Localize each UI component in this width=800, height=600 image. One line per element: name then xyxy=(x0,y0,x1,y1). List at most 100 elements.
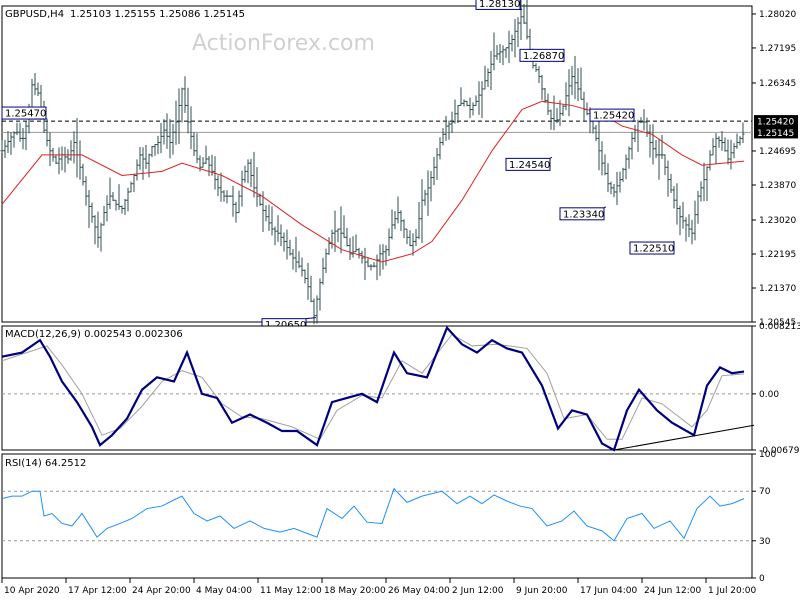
price-bar xyxy=(606,163,610,193)
price-bar xyxy=(729,139,733,170)
macd-tick-label: 0.00 xyxy=(759,390,779,400)
price-bar xyxy=(291,249,295,270)
price-bar xyxy=(465,100,469,107)
macd-panel: MACD(12,26,9) 0.002543 0.002306 0.008213… xyxy=(1,322,800,456)
price-bar xyxy=(366,257,370,268)
price-bar xyxy=(369,264,373,271)
price-bar xyxy=(522,3,526,24)
price-axis: 1.28020 1.27195 1.26345 1.24695 1.23870 1.230… xyxy=(752,10,796,328)
price-annotation: 1.23340 xyxy=(559,206,607,221)
price-bar xyxy=(273,226,277,246)
price-bar xyxy=(267,204,271,231)
price-bar xyxy=(558,100,562,127)
price-bar xyxy=(186,87,190,134)
symbol-title: GBPUSD,H4 xyxy=(5,9,64,20)
price-bar xyxy=(306,262,310,300)
price-bar xyxy=(576,68,580,102)
price-bar xyxy=(618,171,622,193)
price-bar xyxy=(378,244,382,276)
time-tick-label: 24 Jun 12:00 xyxy=(644,586,701,596)
price-bar xyxy=(360,250,364,264)
price-bar xyxy=(300,257,304,277)
price-bar xyxy=(303,269,307,284)
price-bar xyxy=(234,201,238,223)
price-bar xyxy=(57,147,61,175)
price-annotation-box xyxy=(1,106,47,120)
price-bar xyxy=(144,144,148,170)
price-bar xyxy=(69,140,73,161)
price-bar xyxy=(411,233,415,256)
price-bar xyxy=(717,136,721,148)
price-bar xyxy=(33,73,37,96)
price-annotation-leader xyxy=(549,156,553,159)
price-bar xyxy=(156,135,160,155)
price-tick-label: 1.23870 xyxy=(759,181,796,191)
moving-average-line xyxy=(1,100,745,263)
price-bar xyxy=(648,124,652,158)
price-bar xyxy=(237,190,241,214)
price-bar xyxy=(174,100,178,145)
price-annotation-box xyxy=(519,48,565,62)
price-bar xyxy=(483,65,487,90)
price-bar xyxy=(183,76,187,114)
price-bar xyxy=(681,201,685,229)
price-bar xyxy=(195,133,199,164)
price-annotation-box xyxy=(475,0,521,10)
price-tick-label: 1.28020 xyxy=(759,10,796,20)
price-bar xyxy=(138,146,142,170)
price-bar xyxy=(516,17,520,48)
price-annotation-box xyxy=(505,157,551,171)
price-bar xyxy=(66,149,70,164)
price-bar xyxy=(354,234,358,253)
rsi-axis: 100 70 30 0 xyxy=(2,450,776,584)
price-bar xyxy=(684,217,688,242)
current-price-tag-bg xyxy=(754,126,798,139)
time-tick-label: 24 Apr 20:00 xyxy=(132,586,191,596)
price-bar xyxy=(72,131,76,164)
time-tick-label: 1 Jul 20:00 xyxy=(708,586,757,596)
price-tick-label: 1.27195 xyxy=(759,44,796,54)
price-bar xyxy=(207,155,211,177)
price-bar xyxy=(336,228,340,243)
price-bar xyxy=(84,176,88,206)
time-tick-label: 10 Apr 2020 xyxy=(4,586,60,596)
price-bar xyxy=(417,202,421,240)
price-bar xyxy=(0,140,4,153)
price-bar xyxy=(351,236,355,258)
price-bar xyxy=(579,67,583,100)
price-bar xyxy=(159,123,163,154)
price-bar xyxy=(48,132,52,167)
price-bar xyxy=(654,139,658,159)
price-bar xyxy=(408,230,412,247)
price-bar xyxy=(402,219,406,239)
price-bar xyxy=(468,97,472,119)
dashed-level-tag-label: 1.25420 xyxy=(757,118,794,128)
price-bar xyxy=(621,167,625,182)
price-annotation: 1.28130 xyxy=(475,0,522,10)
price-bar xyxy=(663,154,667,176)
price-bar xyxy=(510,34,514,52)
price-bar xyxy=(393,211,397,230)
price-bar xyxy=(534,63,538,72)
price-bar xyxy=(294,236,298,273)
price-bar xyxy=(459,87,463,106)
price-bar xyxy=(99,222,103,252)
price-bar xyxy=(321,257,325,285)
price-bar xyxy=(447,120,451,140)
price-bar xyxy=(243,165,247,183)
price-bar xyxy=(396,196,400,224)
current-price-tag: 1.25145 xyxy=(754,126,798,139)
price-bar xyxy=(492,32,496,71)
price-bar xyxy=(444,115,448,141)
price-bar xyxy=(150,145,154,158)
price-bar xyxy=(612,184,616,198)
price-bar xyxy=(219,172,223,202)
price-bar xyxy=(594,124,598,142)
price-bar xyxy=(276,215,280,242)
price-bar xyxy=(573,56,577,100)
price-bar xyxy=(471,102,475,116)
price-bar xyxy=(429,170,433,202)
macd-title: MACD(12,26,9) 0.002543 0.002306 xyxy=(5,329,183,340)
price-annotation-box xyxy=(629,241,675,255)
price-bar xyxy=(567,69,571,117)
